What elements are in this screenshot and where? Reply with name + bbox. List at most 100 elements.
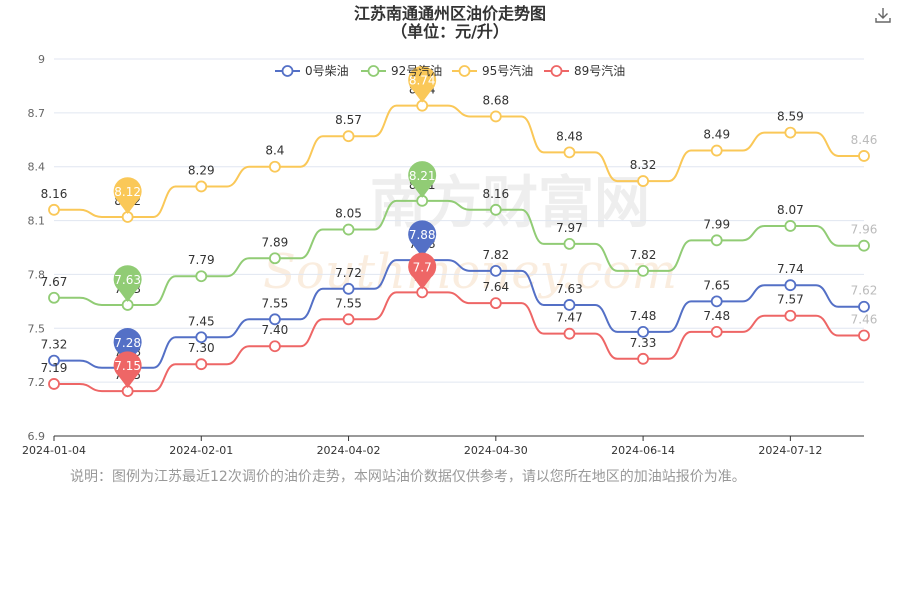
legend-swatch-dot xyxy=(367,65,380,77)
data-point xyxy=(637,264,649,277)
marker-pin-label: 7.7 xyxy=(413,260,432,274)
data-point xyxy=(784,126,797,139)
data-point xyxy=(489,110,502,123)
data-point xyxy=(269,160,281,173)
y-tick-label: 8.7 xyxy=(28,107,46,120)
data-point xyxy=(48,291,60,304)
data-label: 7.64 xyxy=(482,280,509,294)
data-label: 7.79 xyxy=(188,253,215,267)
y-tick-label: 6.9 xyxy=(28,430,46,443)
legend-item-0[interactable]: 0号柴油 xyxy=(275,64,349,78)
data-point xyxy=(269,313,281,326)
watermark-url: Southmoney.com xyxy=(263,244,677,300)
marker-pin-label: 7.28 xyxy=(114,336,141,350)
data-point xyxy=(637,352,649,365)
series-line-3 xyxy=(54,291,864,393)
data-point xyxy=(48,378,60,390)
legend-label: 95号汽油 xyxy=(482,63,533,78)
data-point xyxy=(784,220,797,232)
marker-pin xyxy=(408,220,437,258)
marker-pins: 7.28 7.88 7.63 8.21 8.12 8.74 7.15 7.7 xyxy=(113,65,437,389)
data-point xyxy=(269,340,281,353)
data-label: 7.82 xyxy=(482,248,509,262)
data-point xyxy=(858,300,870,313)
data-label: 7.55 xyxy=(335,296,362,310)
data-label: 7.57 xyxy=(777,293,804,307)
data-label: 8.57 xyxy=(335,113,362,127)
marker-pin-label: 7.15 xyxy=(114,359,141,373)
data-label: 8.49 xyxy=(703,128,730,142)
download-icon[interactable] xyxy=(874,6,892,24)
data-point xyxy=(342,282,355,295)
data-point xyxy=(563,327,576,340)
legend-swatch-dot xyxy=(550,65,563,77)
grid-lines xyxy=(54,58,864,383)
marker-pin xyxy=(113,351,142,389)
marker-pin xyxy=(113,265,142,302)
y-tick-label: 7.2 xyxy=(28,376,46,389)
series-lines xyxy=(54,104,864,393)
series-line-2 xyxy=(54,104,864,218)
data-label: 7.48 xyxy=(703,309,730,323)
chart-subtitle: （单位：元/升） xyxy=(391,22,509,41)
y-tick-label: 8.1 xyxy=(28,215,46,228)
y-axis: 9 8.7 8.4 8.1 7.8 7.5 7.2 6.9 xyxy=(28,53,46,443)
legend-label: 89号汽油 xyxy=(574,63,625,78)
data-label: 7.63 xyxy=(556,282,583,296)
data-label: 8.32 xyxy=(630,158,657,172)
data-point xyxy=(48,354,60,367)
data-point xyxy=(342,223,355,236)
data-label: 8.59 xyxy=(777,110,804,124)
data-point xyxy=(195,358,208,371)
legend-item-1[interactable]: 92号汽油 xyxy=(361,63,442,78)
data-point xyxy=(269,252,281,265)
data-point xyxy=(710,234,723,247)
data-label: 8.16 xyxy=(482,187,509,201)
data-point xyxy=(858,150,870,162)
data-label: 7.30 xyxy=(188,341,215,355)
legend[interactable]: 0号柴油 92号汽油 95号汽油 89号汽油 xyxy=(275,63,625,78)
y-tick-label: 9 xyxy=(38,53,45,66)
data-label: 7.97 xyxy=(556,221,583,235)
data-point xyxy=(489,203,502,216)
data-point xyxy=(563,146,576,159)
data-label: 7.72 xyxy=(335,266,362,280)
marker-pin-label: 7.63 xyxy=(114,273,141,287)
data-label: 8.4 xyxy=(265,144,284,158)
x-tick-label: 2024-02-01 xyxy=(169,444,233,457)
legend-swatch-dot xyxy=(281,65,294,77)
data-label: 8.16 xyxy=(41,187,68,201)
data-point xyxy=(710,295,723,308)
marker-pin-label: 7.88 xyxy=(409,228,436,242)
x-axis: 2024-01-04 2024-02-01 2024-04-02 2024-04-30… xyxy=(22,435,864,457)
data-points xyxy=(48,99,870,398)
data-label: 7.48 xyxy=(630,309,657,323)
data-label: 7.62 xyxy=(851,284,878,298)
data-point xyxy=(784,309,797,322)
marker-pin xyxy=(113,177,142,214)
x-tick-label: 2024-04-02 xyxy=(317,444,381,457)
legend-label: 0号柴油 xyxy=(305,64,349,78)
data-point xyxy=(489,297,502,310)
data-point xyxy=(195,180,208,193)
legend-item-3[interactable]: 89号汽油 xyxy=(544,63,625,78)
data-label: 7.32 xyxy=(41,338,68,352)
marker-pin-label: 8.74 xyxy=(409,74,436,88)
watermark: 南方财富网 Southmoney.com xyxy=(263,171,677,300)
data-label: 8.68 xyxy=(482,93,509,107)
legend-item-2[interactable]: 95号汽油 xyxy=(452,63,533,78)
data-point xyxy=(342,313,355,326)
data-point xyxy=(563,238,576,250)
data-label: 7.96 xyxy=(851,223,878,237)
data-label: 7.67 xyxy=(41,275,68,289)
data-label: 8.46 xyxy=(851,133,878,147)
data-point xyxy=(195,270,208,283)
data-point xyxy=(784,279,797,292)
data-label: 7.46 xyxy=(851,312,878,326)
data-label: 7.99 xyxy=(703,217,730,231)
marker-pin-label: 8.12 xyxy=(114,185,141,199)
marker-pin-label: 8.21 xyxy=(409,169,436,183)
data-label: 7.40 xyxy=(262,323,289,337)
data-label: 7.19 xyxy=(41,361,68,375)
